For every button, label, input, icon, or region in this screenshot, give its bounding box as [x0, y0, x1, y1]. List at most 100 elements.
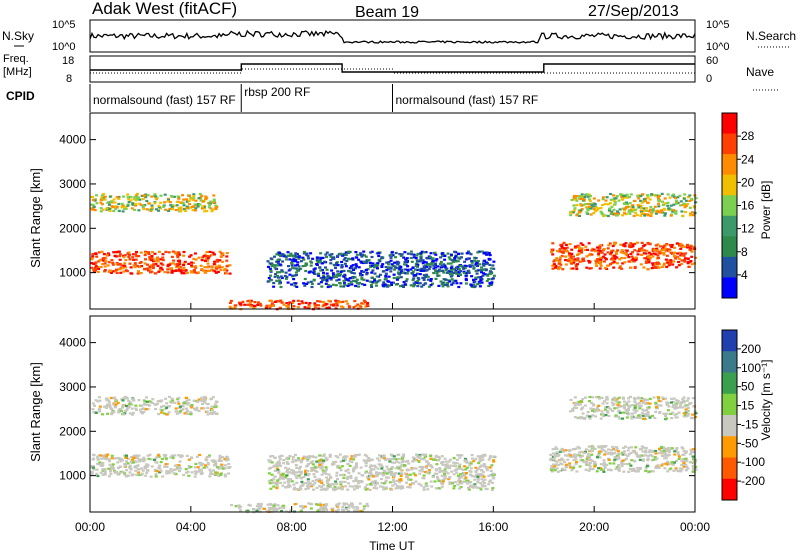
echo-cell	[181, 194, 184, 197]
echo-cell	[180, 455, 184, 458]
echo-cell	[616, 249, 620, 252]
echo-cell	[200, 399, 204, 402]
echo-cell	[103, 265, 107, 268]
echo-cell	[206, 406, 210, 409]
echo-cell	[227, 466, 231, 469]
echo-cell	[451, 282, 455, 285]
echo-cell	[194, 462, 198, 466]
echo-cell	[282, 477, 286, 480]
echo-cell	[434, 263, 437, 266]
echo-cell	[333, 264, 337, 267]
echo-cell	[376, 267, 379, 270]
echo-cell	[275, 260, 279, 263]
echo-cell	[599, 244, 603, 247]
echo-cell	[642, 266, 646, 269]
echo-cell	[395, 266, 399, 269]
echo-cell	[568, 252, 571, 255]
echo-cell	[296, 263, 299, 267]
echo-cell	[107, 253, 111, 257]
echo-cell	[282, 462, 285, 465]
echo-cell	[481, 474, 485, 477]
echo-cell	[622, 400, 626, 403]
echo-cell	[171, 250, 175, 253]
echo-cell	[331, 272, 335, 275]
echo-cell	[148, 265, 152, 268]
echo-cell	[190, 404, 194, 407]
echo-cell	[293, 284, 297, 287]
echo-cell	[651, 210, 655, 213]
echo-cell	[635, 409, 639, 412]
echo-cell	[164, 457, 168, 460]
echo-cell	[639, 199, 643, 202]
echo-cell	[109, 472, 113, 475]
echo-cell	[675, 242, 679, 245]
echo-cell	[145, 400, 149, 403]
echo-cell	[319, 257, 323, 260]
echo-cell	[365, 455, 369, 458]
echo-cell	[200, 207, 204, 210]
echo-cell	[609, 198, 613, 201]
echo-cell	[660, 210, 663, 214]
echo-cell	[673, 407, 677, 410]
echo-cell	[218, 259, 222, 262]
echo-cell	[485, 268, 489, 271]
echo-cell	[574, 259, 578, 262]
echo-cell	[474, 277, 478, 280]
echo-cell	[142, 207, 146, 211]
echo-cell	[273, 507, 277, 510]
echo-cell	[363, 486, 367, 489]
echo-cell	[392, 473, 396, 476]
echo-cell	[658, 252, 662, 255]
x-tick-label: 04:00	[176, 520, 206, 534]
echo-cell	[615, 400, 619, 403]
echo-cell	[363, 283, 367, 286]
echo-cell	[551, 253, 555, 256]
echo-cell	[150, 259, 154, 262]
echo-cell	[480, 250, 484, 253]
echo-cell	[435, 475, 439, 478]
echo-cell	[283, 274, 287, 278]
echo-cell	[645, 207, 648, 210]
echo-cell	[650, 455, 654, 458]
echo-cell	[662, 446, 666, 449]
echo-cell	[437, 268, 441, 271]
echo-cell	[120, 206, 124, 209]
echo-cell	[390, 488, 394, 491]
echo-cell	[643, 409, 646, 412]
echo-cell	[341, 300, 345, 303]
echo-cell	[646, 196, 650, 199]
echo-cell	[641, 193, 645, 196]
echo-cell	[180, 405, 184, 408]
echo-cell	[368, 466, 372, 469]
echo-cell	[133, 262, 137, 265]
echo-cell	[131, 203, 135, 206]
echo-cell	[564, 463, 568, 466]
echo-cell	[404, 258, 408, 261]
echo-cell	[426, 275, 430, 278]
echo-cell	[605, 196, 609, 199]
echo-cell	[174, 407, 178, 410]
echo-cell	[481, 454, 485, 457]
echo-cell	[155, 208, 158, 211]
echo-cell	[156, 260, 160, 263]
echo-cell	[690, 211, 694, 214]
echo-cell	[609, 263, 612, 266]
echo-cell	[163, 465, 166, 468]
echo-cell	[460, 252, 464, 255]
echo-cell	[325, 487, 329, 490]
echo-cell	[337, 502, 341, 505]
echo-cell	[316, 261, 320, 264]
echo-cell	[685, 410, 689, 413]
echo-cell	[449, 253, 453, 256]
echo-cell	[691, 397, 695, 400]
echo-cell	[117, 209, 121, 212]
echo-cell	[462, 270, 466, 273]
echo-cell	[638, 416, 642, 419]
echo-cell	[121, 459, 125, 462]
echo-cell	[183, 260, 187, 263]
echo-cell	[268, 304, 272, 307]
echo-cell	[694, 415, 698, 419]
echo-cell	[306, 470, 310, 473]
echo-cell	[308, 302, 312, 305]
